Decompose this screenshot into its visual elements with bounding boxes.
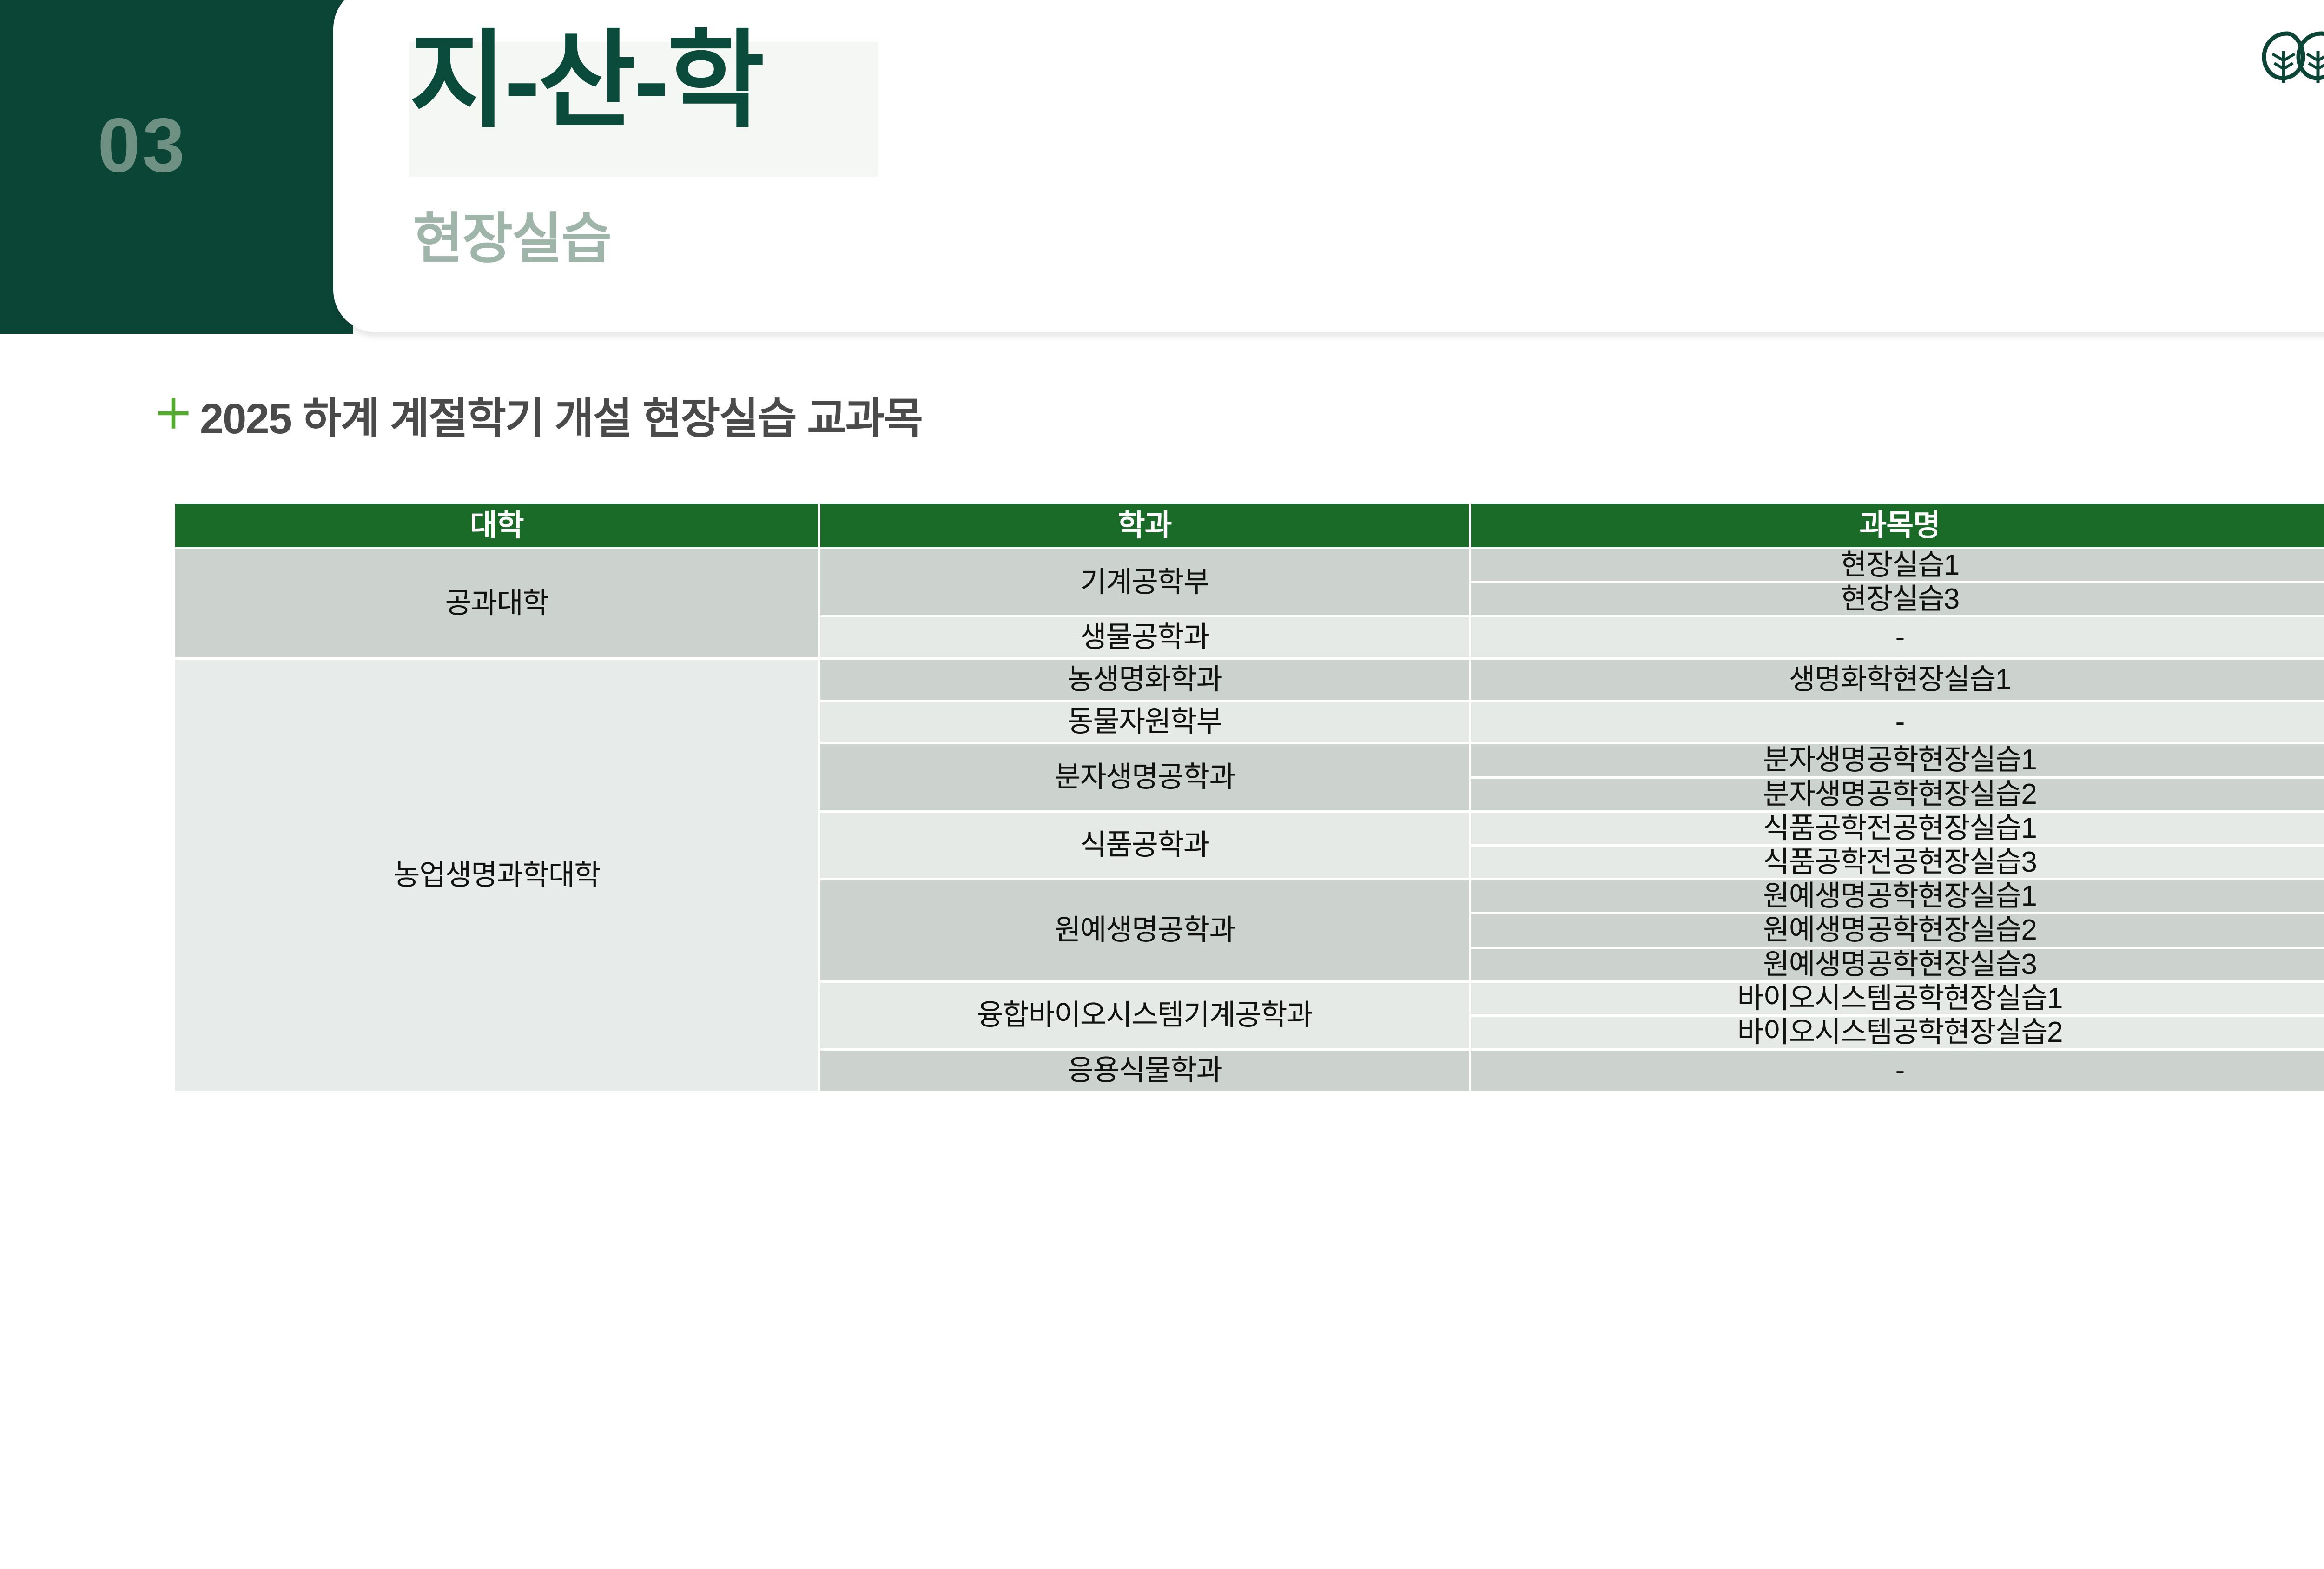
column-header-university: 대학: [175, 504, 819, 547]
cell-course: 원예생명공학현장실습1: [1471, 880, 2324, 913]
table-row: 농업생명과학대학농생명화학과생명화학현장실습13: [175, 660, 2324, 1091]
cell-course: -: [1471, 1051, 2324, 1091]
cell-department: 농생명화학과: [820, 660, 1469, 700]
cell-department: 생물공학과: [820, 617, 1469, 658]
cell-course: 분자생명공학현장실습2: [1471, 778, 2324, 810]
cell-course: 분자생명공학현장실습1: [1471, 744, 2324, 776]
table-row: 동물자원학부--: [175, 702, 2324, 742]
table-row: 공과대학기계공학부현장실습12: [175, 549, 2324, 658]
cell-course: 원예생명공학현장실습2: [1471, 914, 2324, 947]
table-row: 분자생명공학과분자생명공학현장실습12: [175, 744, 2324, 810]
column-header-department: 학과: [820, 504, 1469, 547]
cell-course: 바이오시스템공학현장실습1: [1471, 982, 2324, 1014]
cell-course: 바이오시스템공학현장실습2: [1471, 1016, 2324, 1049]
table-row: 생물공학과--: [175, 617, 2324, 658]
table-row: 식품공학과식품공학전공현장실습12: [175, 812, 2324, 879]
table-body: 공과대학기계공학부현장실습12현장실습35생물공학과--농업생명과학대학농생명화…: [175, 549, 2324, 1091]
two-trees-icon: [2262, 31, 2324, 83]
table-row: 분자생명공학현장실습25: [175, 778, 2324, 810]
table-row: 응용식물학과--: [175, 1051, 2324, 1091]
page-subtitle: 현장실습: [413, 208, 612, 270]
cell-course: 생명화학현장실습1: [1471, 660, 2324, 700]
cell-course: 현장실습1: [1471, 549, 2324, 582]
page-title: 지-산-학: [409, 22, 765, 140]
cell-course: 현장실습3: [1471, 583, 2324, 616]
table-head: 대학 학과 과목명 학점: [175, 504, 2324, 547]
cell-course: -: [1471, 617, 2324, 658]
cell-department: 동물자원학부: [820, 702, 1469, 742]
section-heading: ＋ 2025 하계 계절학기 개설 현장실습 교과목: [153, 392, 923, 443]
column-header-course: 과목명: [1471, 504, 2324, 547]
plus-marker-icon: ＋: [153, 392, 193, 437]
cell-department: 식품공학과: [820, 812, 1469, 879]
header-green-band: [0, 0, 353, 334]
section-number: 03: [98, 102, 187, 188]
cell-course: 원예생명공학현장실습3: [1471, 948, 2324, 980]
cell-university: 공과대학: [175, 549, 819, 658]
section-title: 2025 하계 계절학기 개설 현장실습 교과목: [200, 395, 923, 443]
table-header-row: 대학 학과 과목명 학점: [175, 504, 2324, 547]
table-row: 바이오시스템공학현장실습25: [175, 1016, 2324, 1049]
table-row: 원예생명공학현장실습32: [175, 948, 2324, 980]
table-row: 융합바이오시스템기계공학과바이오시스템공학현장실습12: [175, 982, 2324, 1049]
courses-table: 대학 학과 과목명 학점 공과대학기계공학부현장실습12현장실습35생물공학과-…: [173, 502, 2324, 1093]
cell-course: -: [1471, 702, 2324, 742]
cell-department: 융합바이오시스템기계공학과: [820, 982, 1469, 1049]
cell-department: 응용식물학과: [820, 1051, 1469, 1091]
table-row: 현장실습35: [175, 583, 2324, 616]
table-row: 원예생명공학현장실습25: [175, 914, 2324, 947]
table-row: 원예생명공학과원예생명공학현장실습15: [175, 880, 2324, 980]
table-row: 식품공학전공현장실습35: [175, 846, 2324, 879]
cell-department: 기계공학부: [820, 549, 1469, 616]
cell-course: 식품공학전공현장실습1: [1471, 812, 2324, 844]
cell-department: 분자생명공학과: [820, 744, 1469, 810]
brand-logo: GREEN BIO COSS: [2258, 28, 2324, 83]
title-highlight-box: [409, 42, 878, 177]
cell-course: 식품공학전공현장실습3: [1471, 846, 2324, 879]
cell-department: 원예생명공학과: [820, 880, 1469, 980]
cell-university: 농업생명과학대학: [175, 660, 819, 1091]
